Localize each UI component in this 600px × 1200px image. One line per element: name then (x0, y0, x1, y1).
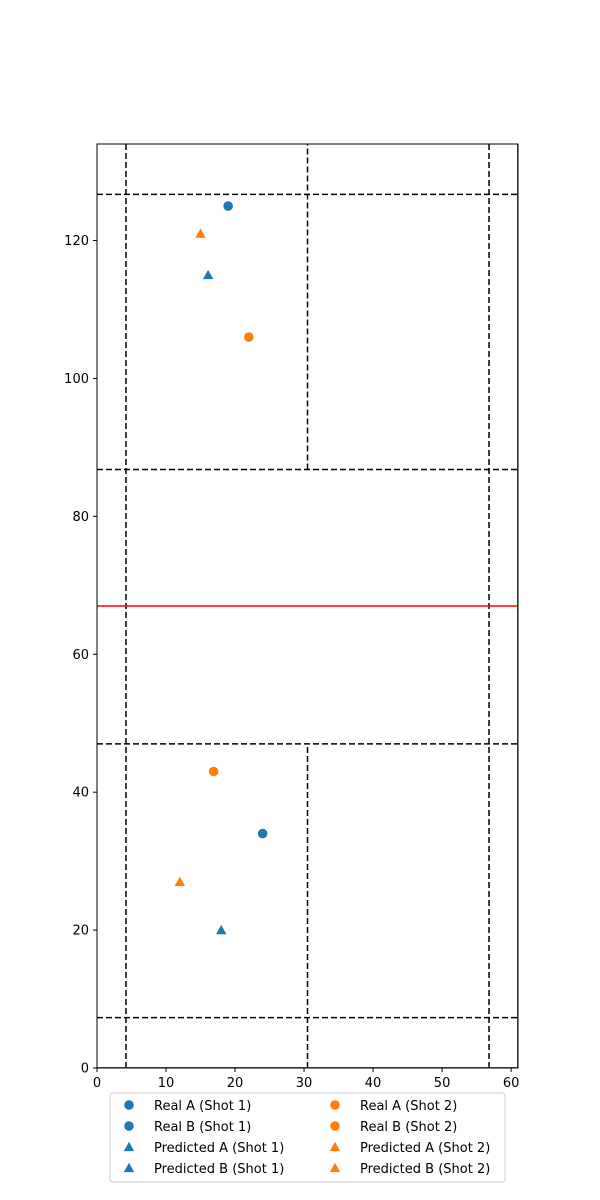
legend-marker-2 (123, 1141, 135, 1152)
legend-label-7: Predicted B (Shot 2) (360, 1162, 490, 1177)
legend-label-3: Predicted B (Shot 1) (154, 1162, 284, 1177)
legend-label-6: Predicted A (Shot 2) (360, 1141, 490, 1156)
y-axis-ticks: 0 20 40 60 80 100 120 (64, 234, 97, 1077)
axes-frame (96, 143, 519, 1069)
legend-marker-6 (329, 1141, 341, 1152)
legend-box (109, 1092, 506, 1183)
x-axis-ticks: 0 10 20 30 40 50 60 (93, 1068, 520, 1091)
x-tick-label-5: 50 (434, 1076, 451, 1091)
data-point-series-3-0 (202, 269, 214, 280)
legend-label-0: Real A (Shot 1) (154, 1099, 251, 1114)
y-tick-label-1: 20 (72, 924, 89, 939)
legend-marker-1 (124, 1121, 134, 1131)
legend: Real A (Shot 1) Real B (Shot 1) Predicted … (109, 1092, 506, 1183)
data-point-series-2-0 (216, 924, 227, 935)
legend-label-2: Predicted A (Shot 1) (154, 1141, 284, 1156)
x-tick-label-3: 30 (296, 1076, 313, 1091)
x-tick-label-1: 10 (158, 1076, 175, 1091)
legend-marker-5 (330, 1121, 340, 1131)
legend-label-1: Real B (Shot 1) (154, 1120, 251, 1135)
data-point-series-1-0 (223, 201, 233, 211)
legend-marker-3 (123, 1162, 135, 1173)
data-point-series-4-0 (208, 766, 219, 777)
data-points (174, 201, 268, 935)
y-tick-label-5: 100 (64, 372, 89, 387)
data-point-series-7-0 (195, 228, 206, 238)
x-tick-label-2: 20 (227, 1076, 244, 1091)
legend-marker-7 (329, 1162, 341, 1173)
y-tick-label-3: 60 (72, 648, 89, 663)
data-point-series-0-0 (257, 828, 268, 839)
y-tick-label-4: 80 (72, 510, 89, 525)
data-point-series-5-0 (244, 332, 254, 342)
data-point-series-6-0 (174, 876, 186, 886)
legend-marker-0 (124, 1100, 134, 1110)
y-tick-label-0: 0 (81, 1062, 89, 1077)
x-tick-label-6: 60 (503, 1076, 520, 1091)
x-tick-label-4: 40 (365, 1076, 382, 1091)
legend-marker-4 (330, 1100, 340, 1110)
x-tick-label-0: 0 (93, 1076, 101, 1091)
legend-label-5: Real B (Shot 2) (360, 1120, 457, 1135)
y-tick-label-2: 40 (72, 786, 89, 801)
y-tick-label-6: 120 (64, 234, 89, 249)
legend-label-4: Real A (Shot 2) (360, 1099, 457, 1114)
